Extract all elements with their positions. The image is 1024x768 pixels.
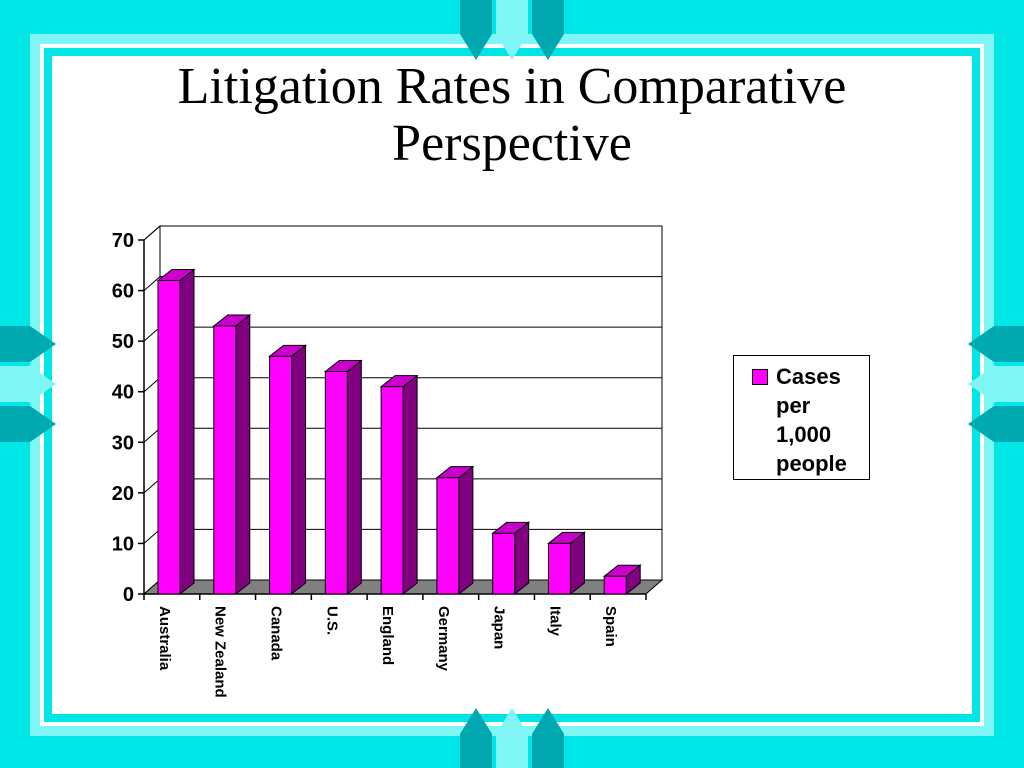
legend-label: Cases per 1,000 people <box>776 364 847 476</box>
frame-ornament-right <box>968 326 1024 442</box>
x-category-label: U.S. <box>323 606 340 635</box>
y-tick-label: 0 <box>123 584 134 606</box>
gridline <box>143 276 662 291</box>
bar-side <box>179 268 195 596</box>
frame-ornament-bottom <box>460 708 564 768</box>
x-category-label: New Zealand <box>212 606 229 698</box>
bar <box>213 325 237 595</box>
bar-side <box>291 344 307 596</box>
x-category-label: Italy <box>546 606 563 637</box>
chart-legend: Cases per 1,000 people <box>733 355 870 480</box>
bar <box>324 370 348 595</box>
bar <box>547 542 571 595</box>
y-tick-label: 50 <box>112 331 134 353</box>
bar <box>269 355 293 595</box>
y-tick-label: 60 <box>112 281 134 303</box>
y-tick-label: 20 <box>112 483 134 505</box>
frame-ornament-left <box>0 326 56 442</box>
x-category-label: Spain <box>602 606 619 647</box>
bar <box>492 532 516 595</box>
x-category-label: Canada <box>267 606 284 661</box>
bar-side <box>514 521 530 596</box>
x-category-label: Japan <box>491 606 508 649</box>
bar-side <box>402 374 418 596</box>
legend-swatch <box>752 369 768 385</box>
bar-side <box>235 313 251 596</box>
bar-side <box>458 465 474 596</box>
frame-ornament-top <box>460 0 564 60</box>
bar <box>436 477 460 595</box>
y-tick-label: 30 <box>112 432 134 454</box>
bar <box>157 279 181 595</box>
gridline <box>143 225 662 241</box>
bar-side <box>346 359 362 596</box>
y-tick-label: 40 <box>112 382 134 404</box>
bar <box>380 386 404 595</box>
slide-title: Litigation Rates in Comparative Perspect… <box>177 58 847 173</box>
y-tick-label: 70 <box>112 230 134 252</box>
x-category-label: Australia <box>156 606 173 671</box>
y-tick-label: 10 <box>112 533 134 555</box>
bar <box>603 575 627 595</box>
x-category-label: England <box>379 606 396 665</box>
x-category-label: Germany <box>435 606 452 672</box>
